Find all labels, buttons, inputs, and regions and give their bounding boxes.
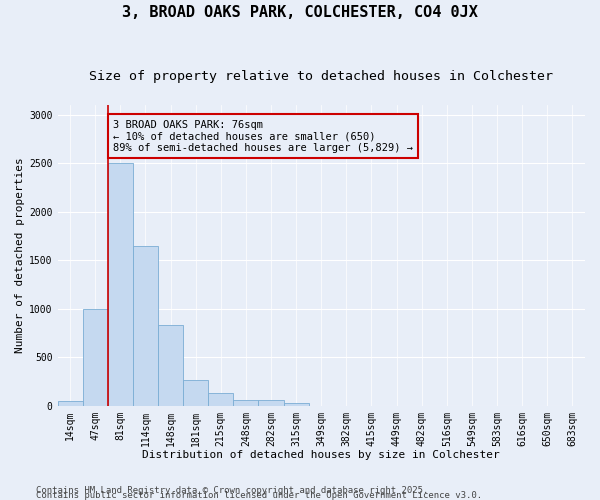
X-axis label: Distribution of detached houses by size in Colchester: Distribution of detached houses by size … <box>142 450 500 460</box>
Bar <box>158 325 183 406</box>
Text: 3, BROAD OAKS PARK, COLCHESTER, CO4 0JX: 3, BROAD OAKS PARK, COLCHESTER, CO4 0JX <box>122 5 478 20</box>
Bar <box>183 380 208 406</box>
Y-axis label: Number of detached properties: Number of detached properties <box>15 158 25 353</box>
Text: Contains public sector information licensed under the Open Government Licence v3: Contains public sector information licen… <box>36 491 482 500</box>
Bar <box>208 393 233 406</box>
Bar <box>233 400 259 406</box>
Bar <box>83 308 108 406</box>
Text: 3 BROAD OAKS PARK: 76sqm
← 10% of detached houses are smaller (650)
89% of semi-: 3 BROAD OAKS PARK: 76sqm ← 10% of detach… <box>113 120 413 153</box>
Text: Contains HM Land Registry data © Crown copyright and database right 2025.: Contains HM Land Registry data © Crown c… <box>36 486 428 495</box>
Bar <box>133 246 158 406</box>
Bar <box>284 403 309 406</box>
Title: Size of property relative to detached houses in Colchester: Size of property relative to detached ho… <box>89 70 553 83</box>
Bar <box>108 163 133 406</box>
Bar <box>259 400 284 406</box>
Bar <box>58 401 83 406</box>
